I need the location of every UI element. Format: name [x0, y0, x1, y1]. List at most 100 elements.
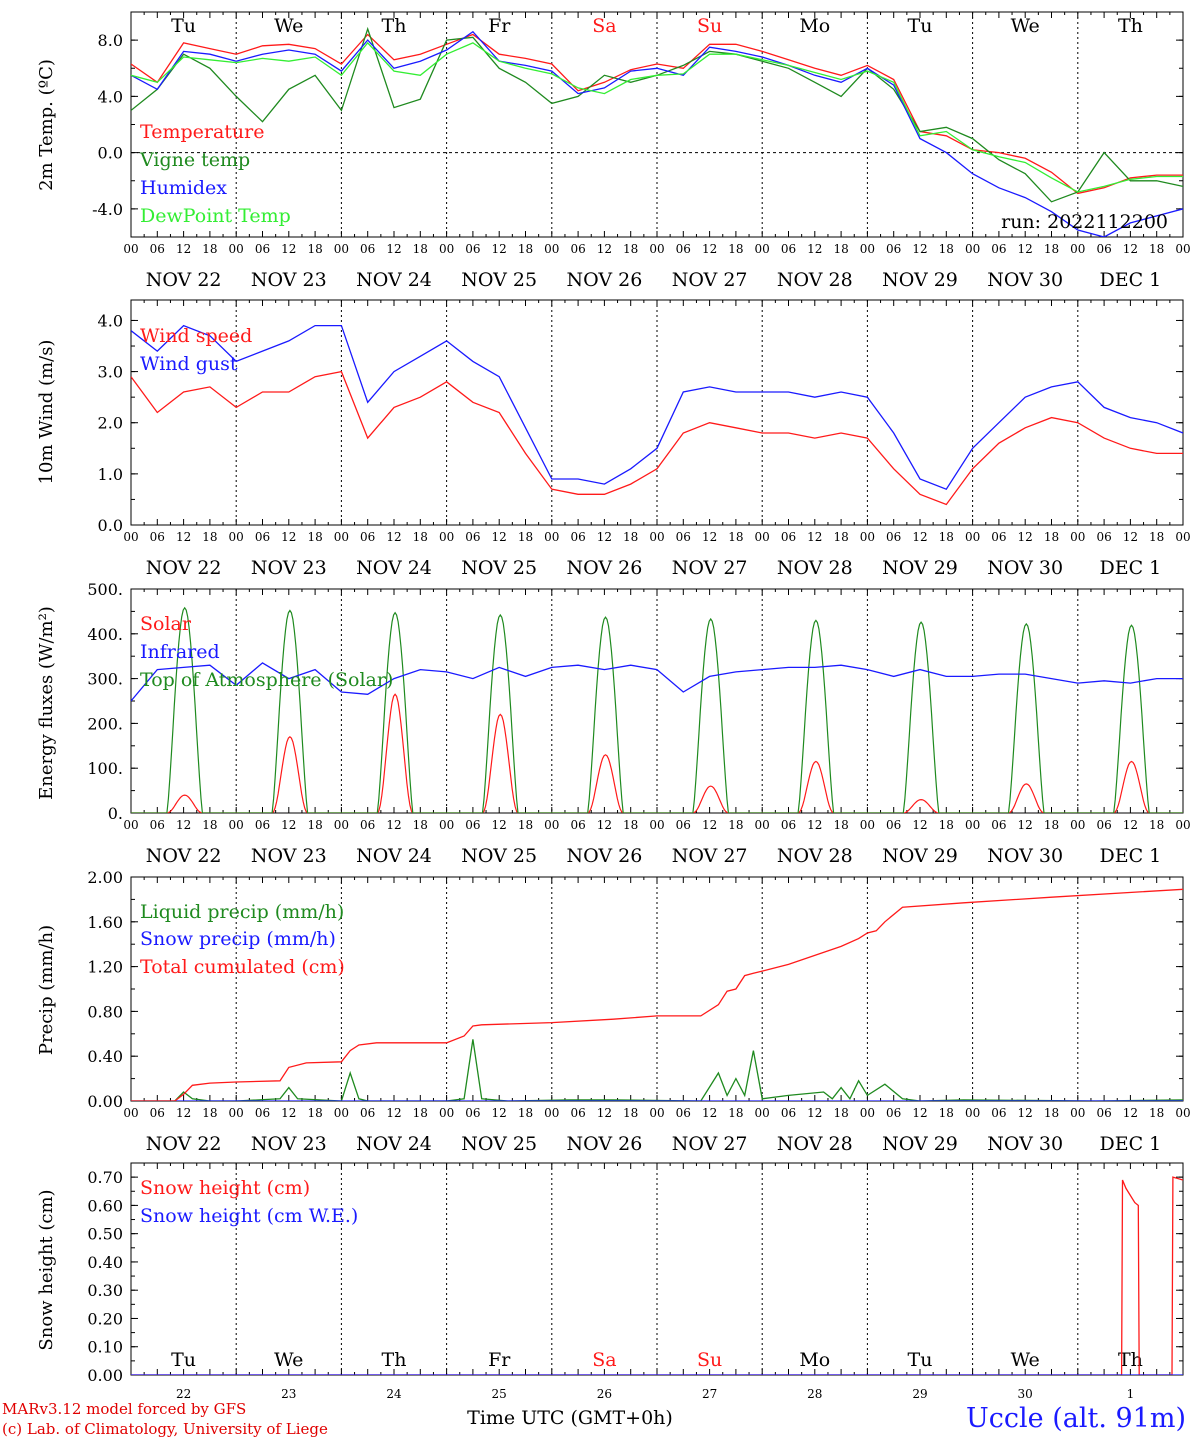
date-label: NOV 23 — [251, 845, 327, 867]
date-label: NOV 27 — [672, 1133, 748, 1155]
legend-entry: Top of Atmosphere (Solar) — [140, 669, 393, 691]
hour-tick-label: 06 — [255, 242, 270, 256]
date-label: NOV 23 — [251, 269, 327, 291]
hour-tick-label: 00 — [755, 818, 770, 832]
hour-tick-label: 18 — [202, 1106, 217, 1120]
hour-tick-label: 00 — [544, 530, 559, 544]
y-tick-label: 1.0 — [98, 465, 123, 484]
hour-tick-label: 06 — [886, 530, 901, 544]
y-tick-label: 0.0 — [98, 516, 123, 535]
hour-tick-label: 06 — [781, 1106, 796, 1120]
hour-tick-label: 12 — [912, 818, 927, 832]
date-label: NOV 30 — [987, 557, 1063, 579]
series-line-top-of-atmosphere-solar- — [131, 606, 1183, 813]
hour-tick-label: 12 — [492, 242, 507, 256]
date-label: NOV 23 — [251, 1133, 327, 1155]
hour-tick-label: 18 — [1044, 1106, 1059, 1120]
hour-tick-label: 12 — [807, 242, 822, 256]
hour-tick-label: 00 — [334, 818, 349, 832]
date-label: NOV 29 — [882, 557, 958, 579]
hour-tick-label: 06 — [991, 1106, 1006, 1120]
hour-tick-label: 00 — [755, 1106, 770, 1120]
hour-tick-label: 06 — [886, 1106, 901, 1120]
hour-tick-label: 18 — [518, 530, 533, 544]
hour-tick-label: 00 — [1070, 530, 1085, 544]
date-label: NOV 25 — [461, 1133, 537, 1155]
series-line-wind-speed — [131, 370, 1183, 506]
hour-tick-label: 12 — [1123, 530, 1138, 544]
legend-entry: Snow height (cm) — [140, 1177, 310, 1199]
date-label: NOV 28 — [777, 269, 853, 291]
hour-tick-label: 06 — [570, 818, 585, 832]
hour-tick-label: 18 — [1149, 530, 1164, 544]
hour-tick-label: 00 — [544, 1106, 559, 1120]
series-line-infrared — [131, 662, 1183, 702]
hour-tick-label: 06 — [1096, 242, 1111, 256]
hour-tick-label: 12 — [386, 242, 401, 256]
hour-tick-label: 12 — [807, 530, 822, 544]
date-label: NOV 30 — [987, 1133, 1063, 1155]
legend-entry: Vigne temp — [139, 149, 250, 171]
hour-tick-label: 00 — [860, 242, 875, 256]
y-axis-label: Energy fluxes (W/m²) — [36, 606, 57, 800]
date-label: NOV 28 — [777, 1133, 853, 1155]
series-line-total-cumulated-cm- — [131, 888, 1183, 1101]
hour-tick-label: 18 — [413, 242, 428, 256]
hour-tick-label: 18 — [413, 530, 428, 544]
hour-tick-label: 00 — [334, 242, 349, 256]
date-label: NOV 26 — [566, 557, 642, 579]
date-label: NOV 28 — [777, 845, 853, 867]
hour-tick-label: 06 — [360, 1106, 375, 1120]
y-tick-label: 2.0 — [98, 414, 123, 433]
hour-tick-label: 12 — [912, 1106, 927, 1120]
day-number-label: 27 — [702, 1387, 717, 1401]
hour-tick-label: 06 — [570, 530, 585, 544]
x-axis-label: Time UTC (GMT+0h) — [467, 1407, 673, 1429]
chart-panel-3: 0. 100. 200. 300. 400. 500. Energy fluxes (W/m… — [36, 580, 1191, 867]
chart-panel-2: 0.0 1.0 2.0 3.0 4.0 10m Wind (m/s) 00 06 12 18 NOV… — [36, 299, 1191, 579]
hour-tick-label: 12 — [281, 242, 296, 256]
hour-tick-label: 06 — [781, 242, 796, 256]
hour-tick-label: 00 — [544, 818, 559, 832]
day-number-label: 24 — [386, 1387, 402, 1401]
credit-model: MARv3.12 model forced by GFS — [2, 1400, 247, 1418]
date-label: DEC 1 — [1100, 269, 1162, 291]
hour-tick-label: 12 — [702, 1106, 717, 1120]
date-label: NOV 27 — [672, 845, 748, 867]
weekday-label: Tu — [171, 1349, 196, 1371]
hour-tick-label: 06 — [465, 530, 480, 544]
hour-tick-label: 12 — [176, 242, 191, 256]
hour-tick-label: 18 — [623, 1106, 638, 1120]
hour-tick-label: 12 — [1018, 1106, 1033, 1120]
hour-tick-label: 06 — [1096, 1106, 1111, 1120]
hour-tick-label: 12 — [492, 1106, 507, 1120]
hour-tick-label: 12 — [492, 818, 507, 832]
hour-tick-label: 00 — [229, 530, 244, 544]
series-line-dewpoint-temp — [131, 41, 1183, 193]
series-line-temperature — [131, 33, 1183, 195]
hour-tick-label: 06 — [255, 818, 270, 832]
legend-entry: Wind gust — [140, 353, 238, 375]
hour-tick-label: 06 — [991, 242, 1006, 256]
hour-tick-label: 12 — [1123, 818, 1138, 832]
hour-tick-label: 06 — [676, 1106, 691, 1120]
y-tick-label: 400. — [87, 625, 123, 644]
y-tick-label: 1.60 — [87, 913, 123, 932]
hour-tick-label: 00 — [544, 242, 559, 256]
hour-tick-label: 00 — [649, 242, 664, 256]
hour-tick-label: 12 — [492, 530, 507, 544]
date-label: NOV 25 — [461, 269, 537, 291]
date-label: NOV 29 — [882, 1133, 958, 1155]
hour-tick-label: 00 — [334, 530, 349, 544]
hour-tick-label: 18 — [518, 242, 533, 256]
hour-tick-label: 00 — [860, 1106, 875, 1120]
hour-tick-label: 12 — [281, 1106, 296, 1120]
hour-tick-label: 06 — [255, 530, 270, 544]
date-label: NOV 30 — [987, 269, 1063, 291]
hour-tick-label: 18 — [833, 530, 848, 544]
date-label: NOV 22 — [146, 557, 222, 579]
hour-tick-label: 00 — [860, 818, 875, 832]
hour-tick-label: 06 — [570, 242, 585, 256]
weekday-label: Th — [382, 1349, 407, 1371]
y-tick-label: -4.0 — [92, 200, 123, 219]
